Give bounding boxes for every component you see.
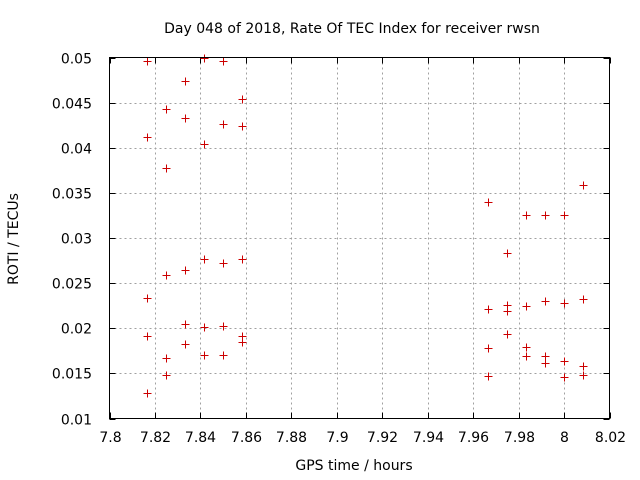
data-point-marker bbox=[522, 211, 531, 220]
x-tick-label: 8.02 bbox=[595, 430, 626, 446]
x-tick-label: 7.86 bbox=[231, 430, 262, 446]
data-point-marker bbox=[143, 389, 152, 398]
x-tick-label: 7.9 bbox=[326, 430, 348, 446]
data-point-marker bbox=[200, 54, 209, 63]
x-tick-label: 7.98 bbox=[504, 430, 535, 446]
data-point-marker bbox=[560, 299, 569, 308]
data-point-marker bbox=[181, 340, 190, 349]
data-point-marker bbox=[579, 181, 588, 190]
x-tick-label: 7.88 bbox=[276, 430, 307, 446]
y-tick-label: 0.01 bbox=[61, 413, 92, 429]
data-point-marker bbox=[219, 57, 228, 66]
data-point-marker bbox=[484, 344, 493, 353]
data-point-marker bbox=[162, 354, 171, 363]
data-point-marker bbox=[541, 352, 550, 361]
data-point-marker bbox=[522, 352, 531, 361]
x-tick-label: 7.84 bbox=[185, 430, 216, 446]
axis-ticks bbox=[109, 57, 611, 420]
x-tick-label: 7.8 bbox=[99, 430, 121, 446]
y-tick-label: 0.04 bbox=[61, 142, 92, 158]
data-point-marker bbox=[503, 330, 512, 339]
grid-lines bbox=[109, 57, 610, 419]
data-points bbox=[143, 54, 588, 398]
data-point-marker bbox=[200, 323, 209, 332]
data-point-marker bbox=[503, 307, 512, 316]
data-point-marker bbox=[181, 266, 190, 275]
plot-frame bbox=[109, 57, 610, 419]
data-point-marker bbox=[484, 198, 493, 207]
data-point-marker bbox=[560, 211, 569, 220]
x-tick-label: 7.82 bbox=[140, 430, 171, 446]
data-point-marker bbox=[541, 297, 550, 306]
data-point-marker bbox=[484, 305, 493, 314]
data-point-marker bbox=[143, 332, 152, 341]
y-tick-labels: 0.01 0.015 0.02 0.025 0.03 0.035 0.04 0.045 0.05 bbox=[52, 52, 92, 429]
x-axis-title: GPS time / hours bbox=[295, 458, 412, 474]
y-tick-label: 0.02 bbox=[61, 322, 92, 338]
data-point-marker bbox=[541, 211, 550, 220]
data-point-marker bbox=[522, 302, 531, 311]
y-axis-title: ROTI / TECUs bbox=[6, 193, 22, 285]
y-tick-label: 0.025 bbox=[52, 277, 92, 293]
data-point-marker bbox=[219, 259, 228, 268]
data-point-marker bbox=[579, 295, 588, 304]
data-point-marker bbox=[162, 271, 171, 280]
data-point-marker bbox=[143, 133, 152, 142]
data-point-marker bbox=[162, 105, 171, 114]
data-point-marker bbox=[560, 357, 569, 366]
data-point-marker bbox=[143, 57, 152, 66]
data-point-marker bbox=[162, 371, 171, 380]
data-point-marker bbox=[238, 338, 247, 347]
data-point-marker bbox=[200, 351, 209, 360]
data-point-marker bbox=[522, 343, 531, 352]
x-tick-label: 7.92 bbox=[367, 430, 398, 446]
data-point-marker bbox=[181, 320, 190, 329]
x-tick-label: 8 bbox=[560, 430, 569, 446]
data-point-marker bbox=[143, 294, 152, 303]
data-point-marker bbox=[219, 322, 228, 331]
data-point-marker bbox=[219, 351, 228, 360]
data-point-marker bbox=[181, 114, 190, 123]
y-tick-label: 0.015 bbox=[52, 367, 92, 383]
data-point-marker bbox=[503, 249, 512, 258]
y-tick-label: 0.045 bbox=[52, 97, 92, 113]
data-point-marker bbox=[181, 77, 190, 86]
y-tick-label: 0.05 bbox=[61, 52, 92, 68]
data-point-marker bbox=[238, 122, 247, 131]
data-point-marker bbox=[238, 95, 247, 104]
data-point-marker bbox=[162, 164, 171, 173]
x-tick-label: 7.94 bbox=[413, 430, 444, 446]
data-point-marker bbox=[200, 140, 209, 149]
chart-title: Day 048 of 2018, Rate Of TEC Index for r… bbox=[164, 21, 540, 37]
data-point-marker bbox=[238, 255, 247, 264]
data-point-marker bbox=[484, 372, 493, 381]
data-point-marker bbox=[200, 255, 209, 264]
x-tick-label: 7.96 bbox=[458, 430, 489, 446]
y-tick-label: 0.035 bbox=[52, 187, 92, 203]
data-point-marker bbox=[219, 120, 228, 129]
data-point-marker bbox=[560, 373, 569, 382]
data-point-marker bbox=[579, 362, 588, 371]
data-point-marker bbox=[541, 359, 550, 368]
data-point-marker bbox=[579, 371, 588, 380]
y-tick-label: 0.03 bbox=[61, 232, 92, 248]
x-tick-labels: 7.8 7.82 7.84 7.86 7.88 7.9 7.92 7.94 7.96 7.98 8 8… bbox=[99, 430, 626, 446]
